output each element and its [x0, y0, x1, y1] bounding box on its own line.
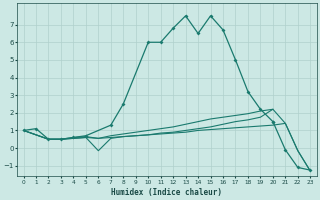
X-axis label: Humidex (Indice chaleur): Humidex (Indice chaleur): [111, 188, 222, 197]
